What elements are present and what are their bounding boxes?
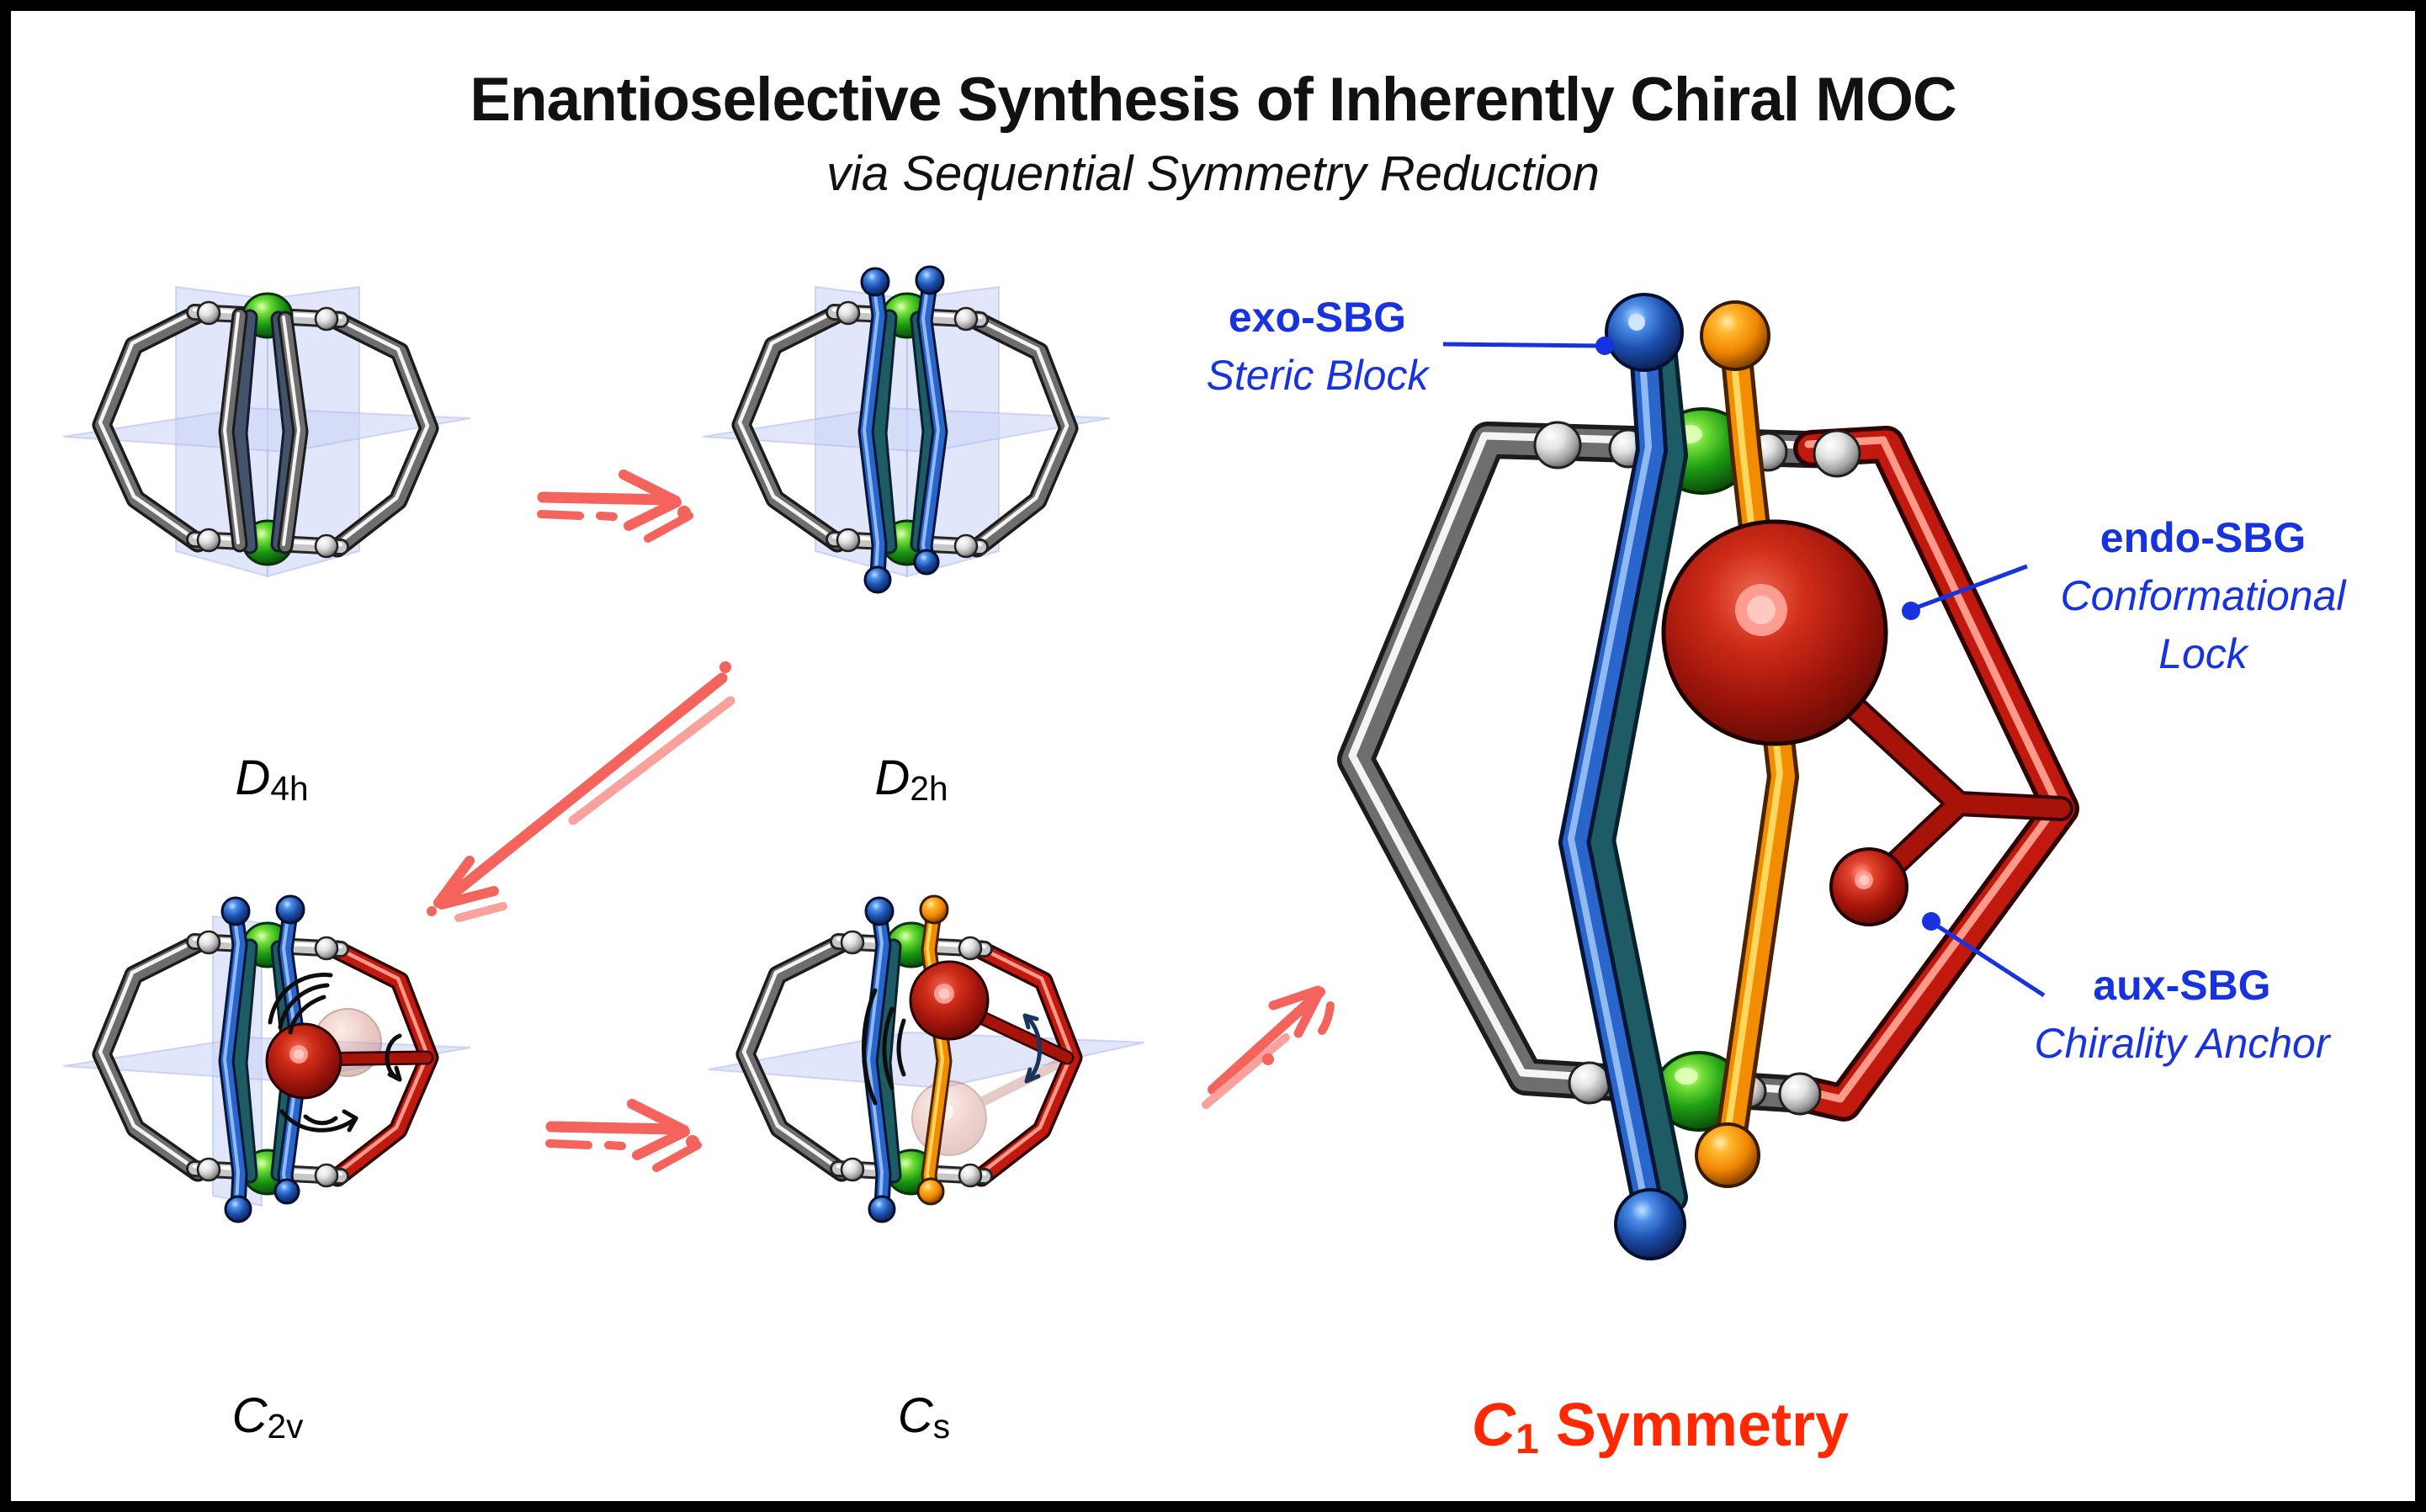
exo-sbg-name: exo-SBG xyxy=(1228,294,1407,341)
stage-subscript: 2v xyxy=(267,1407,304,1446)
cs-structure xyxy=(708,894,1145,1223)
c1-blue-strut xyxy=(1558,293,1686,1260)
stage-letter: C xyxy=(897,1388,933,1443)
aux-sbg-role: Chirality Anchor xyxy=(2034,1020,2330,1067)
cs-ligand-joints xyxy=(840,930,983,1188)
exo-sbg-annotation: exo-SBG Steric Block xyxy=(1139,289,1496,405)
stage-label-d4h: D4h xyxy=(141,750,402,809)
stage-subscript: s xyxy=(932,1407,951,1446)
d4h-structure xyxy=(62,286,471,577)
stage-subscript: 1 xyxy=(1515,1414,1539,1463)
reduction-arrow-right xyxy=(537,470,693,543)
stage-label-c1: C1 Symmetry xyxy=(1391,1391,1930,1463)
reduction-arrow-diagonal xyxy=(427,661,735,922)
page-subtitle: via Sequential Symmetry Reduction xyxy=(826,146,1600,201)
d2h-exo-sbg-balls xyxy=(860,265,945,594)
stage-letter: D xyxy=(235,751,271,805)
c1-aux-sbg-ball xyxy=(1829,847,1908,926)
reduction-arrow-up-right xyxy=(1202,985,1335,1109)
cs-endo-sbg xyxy=(909,960,1075,1065)
stage-label-cs: Cs xyxy=(794,1387,1054,1446)
cs-vibration-arrows xyxy=(862,988,1042,1106)
reduction-arrow-right-2 xyxy=(549,1104,699,1168)
d4h-ligand-joints xyxy=(196,300,339,559)
d2h-structure xyxy=(702,265,1111,594)
d2h-ligand-joints xyxy=(836,300,979,559)
exo-sbg-role: Steric Block xyxy=(1206,352,1429,399)
stage-subscript: 2h xyxy=(910,769,948,809)
c2v-rotation-arrows xyxy=(268,973,402,1133)
endo-sbg-annotation: endo-SBG Conformational Lock xyxy=(2026,509,2380,683)
stage-letter: C xyxy=(231,1388,268,1443)
c2v-endo-sbg xyxy=(265,1022,434,1100)
aux-sbg-annotation: aux-SBG Chirality Anchor xyxy=(1997,957,2367,1073)
c2v-structure xyxy=(62,894,471,1223)
stage-suffix: Symmetry xyxy=(1538,1392,1850,1459)
aux-sbg-name: aux-SBG xyxy=(2093,962,2271,1009)
stage-subscript: 4h xyxy=(270,769,309,809)
c1-exo-sbg-ball xyxy=(1605,293,1684,372)
c1-structure xyxy=(1337,293,2079,1260)
stage-label-d2h: D2h xyxy=(781,750,1042,809)
c2v-exo-sbg-balls xyxy=(220,894,305,1223)
endo-sbg-name: endo-SBG xyxy=(2100,514,2307,561)
stage-label-c2v: C2v xyxy=(137,1387,398,1446)
endo-sbg-role: Conformational Lock xyxy=(2060,572,2346,677)
page-title: Enantioselective Synthesis of Inherently… xyxy=(470,66,1956,134)
c1-teal-strut xyxy=(1584,340,1688,1213)
c2v-ligand-joints xyxy=(196,930,339,1188)
stage-letter: D xyxy=(874,751,910,805)
cs-exo-sbg-balls xyxy=(864,894,949,1223)
stage-letter: C xyxy=(1471,1392,1516,1459)
c1-endo-sbg-ball xyxy=(1661,519,1888,746)
